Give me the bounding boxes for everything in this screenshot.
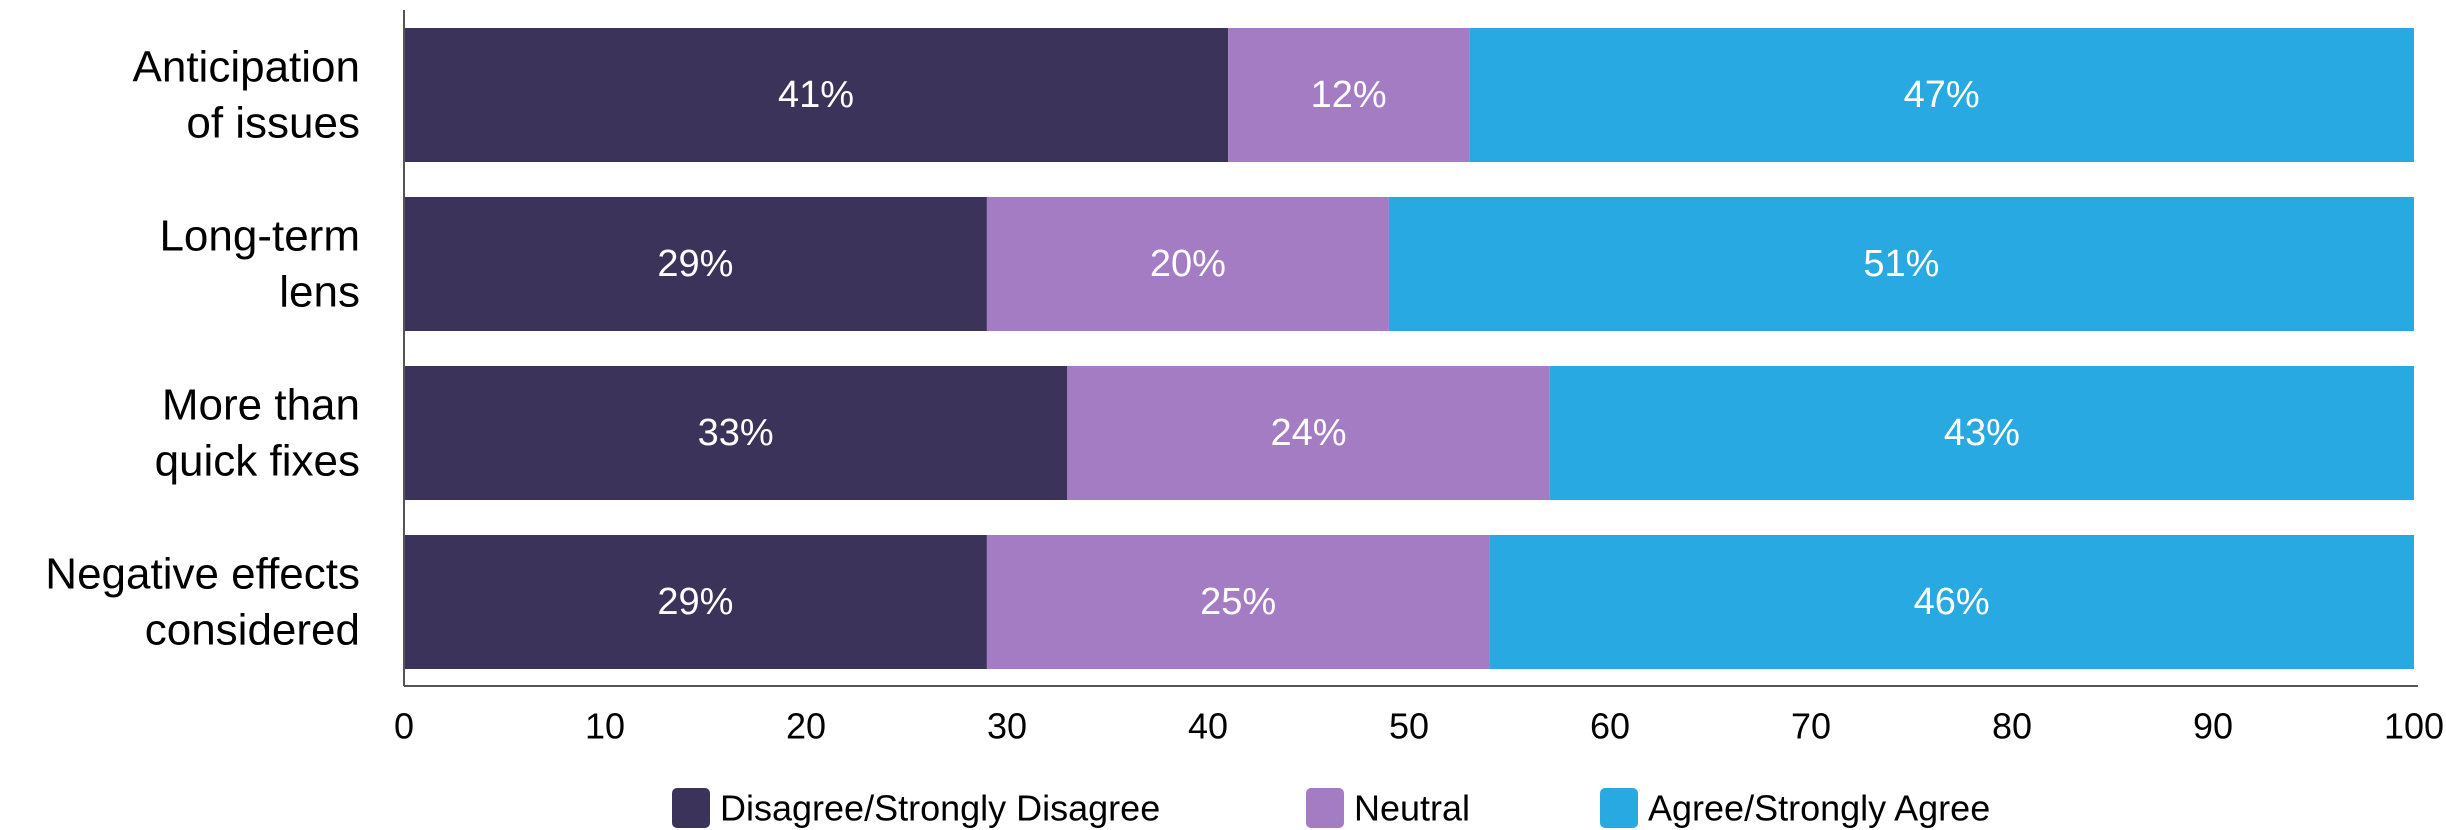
x-tick-label: 50 — [1389, 706, 1429, 747]
x-tick-label: 40 — [1188, 706, 1228, 747]
data-label: 25% — [1200, 581, 1276, 623]
x-tick-label: 70 — [1791, 706, 1831, 747]
bar-segment — [404, 197, 987, 331]
category-label: of issues — [186, 99, 360, 148]
category-label: quick fixes — [155, 437, 360, 486]
bars-group — [404, 28, 2414, 669]
bar-segment — [986, 535, 1490, 669]
x-tick-labels-group: 0 10 20 30 40 50 60 70 80 90 100 — [394, 706, 2444, 747]
category-label: Anticipation — [133, 43, 360, 92]
bar-segment — [1067, 366, 1550, 500]
data-label: 47% — [1904, 74, 1980, 116]
data-label: 43% — [1944, 412, 2020, 454]
bar-segment — [404, 28, 1229, 162]
x-tick-label: 60 — [1590, 706, 1630, 747]
data-label: 41% — [778, 74, 854, 116]
bar-segment — [404, 535, 987, 669]
legend-label: Disagree/Strongly Disagree — [720, 788, 1160, 829]
axes-group — [403, 10, 2418, 687]
legend-swatch — [1600, 788, 1638, 828]
data-label: 29% — [657, 581, 733, 623]
legend-label: Neutral — [1354, 788, 1470, 829]
category-label: More than — [162, 381, 360, 430]
category-labels-group: Anticipation of issues Long-term lens More t… — [45, 43, 360, 655]
x-tick-label: 80 — [1992, 706, 2032, 747]
bar-segment — [1388, 197, 2414, 331]
legend-label: Agree/Strongly Agree — [1648, 788, 1990, 829]
data-label: 12% — [1311, 74, 1387, 116]
data-label: 29% — [657, 243, 733, 285]
x-tick-label: 0 — [394, 706, 414, 747]
legend-swatch — [1306, 788, 1344, 828]
legend: Disagree/Strongly Disagree Neutral Agree/S… — [672, 788, 1990, 829]
data-label: 46% — [1914, 581, 1990, 623]
category-label: lens — [279, 268, 360, 317]
category-label: Long-term — [159, 212, 360, 261]
legend-swatch — [672, 788, 710, 828]
data-label: 24% — [1270, 412, 1346, 454]
data-label: 20% — [1150, 243, 1226, 285]
bar-segment — [1489, 535, 2414, 669]
bar-segment — [404, 366, 1068, 500]
x-tick-label: 20 — [786, 706, 826, 747]
bar-segment — [1549, 366, 2414, 500]
x-tick-label: 30 — [987, 706, 1027, 747]
x-tick-label: 10 — [585, 706, 625, 747]
category-label: considered — [145, 606, 360, 655]
x-tick-label: 100 — [2384, 706, 2444, 747]
bar-segment — [1469, 28, 2414, 162]
category-label: Negative effects — [45, 550, 360, 599]
data-label: 33% — [698, 412, 774, 454]
data-label: 51% — [1863, 243, 1939, 285]
data-labels-group: 41% 12% 47% 29% 20% 51% 33% 24% 43% 29% 25% 46% — [657, 74, 2019, 623]
bar-segment — [986, 197, 1389, 331]
bar-segment — [1228, 28, 1470, 162]
x-tick-label: 90 — [2193, 706, 2233, 747]
